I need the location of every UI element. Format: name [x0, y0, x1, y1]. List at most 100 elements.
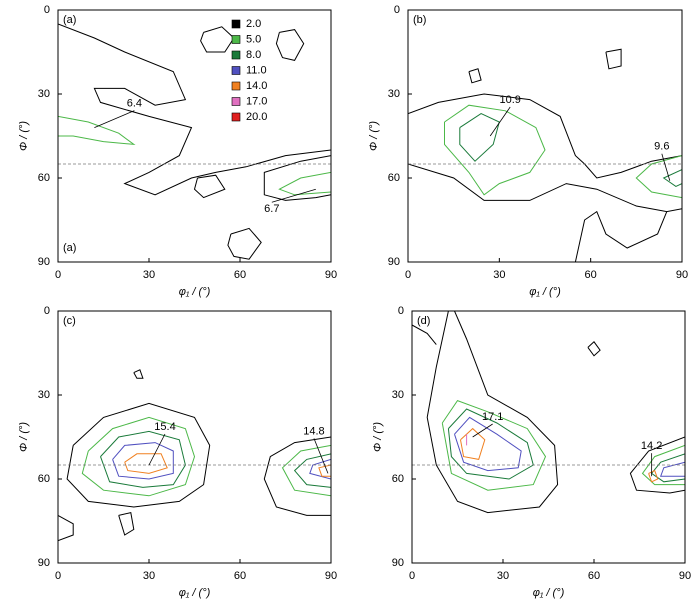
- contour-line: [58, 514, 74, 542]
- contour-line: [293, 453, 331, 488]
- legend-swatch: [231, 97, 241, 106]
- plot-frame: [407, 9, 683, 263]
- y-axis-label: Φ / (°): [18, 422, 30, 452]
- peak-leader: [489, 106, 511, 137]
- legend-swatch: [231, 112, 241, 122]
- contour-line: [66, 402, 211, 508]
- y-axis-label: Φ / (°): [18, 121, 30, 151]
- x-tick-label: 0: [55, 269, 61, 281]
- contour-line: [275, 29, 305, 61]
- legend-swatch: [231, 35, 241, 44]
- contour-line: [263, 436, 331, 516]
- contour-line: [81, 416, 196, 497]
- plot-area: [412, 311, 685, 514]
- y-tick-label: 60: [392, 473, 404, 485]
- legend-swatch: [231, 50, 241, 60]
- y-tick-label: 30: [38, 389, 50, 401]
- peak-label: 15.4: [154, 421, 175, 433]
- contour-line: [408, 163, 682, 213]
- contour-line: [650, 453, 685, 483]
- legend-label: 2.0: [246, 18, 261, 30]
- x-tick-label: 30: [143, 269, 155, 281]
- panel: 0 30 60 90 0 30 60 90 φ₁ / (°) Φ / (°) (a) (a) 6.4 6.…: [18, 4, 337, 298]
- y-axis-label: Φ / (°): [368, 121, 380, 151]
- peak-label: 6.4: [127, 98, 142, 110]
- contour-line: [412, 324, 437, 345]
- contour-line: [460, 427, 486, 460]
- contour-line: [444, 104, 546, 196]
- y-tick-label: 0: [398, 305, 404, 317]
- y-tick-label: 0: [394, 4, 400, 16]
- peak-label: 10.9: [499, 94, 520, 106]
- y-tick-label: 30: [392, 389, 404, 401]
- x-tick-label: 60: [588, 570, 600, 582]
- contour-line: [200, 26, 235, 53]
- plot-area: [58, 369, 331, 542]
- legend-label: 11.0: [246, 64, 267, 76]
- contour-line: [281, 444, 331, 497]
- x-axis-label: φ₁ / (°): [533, 587, 565, 599]
- y-tick-label: 60: [388, 172, 400, 184]
- y-axis-label: Φ / (°): [372, 422, 384, 452]
- plot-frame: [57, 9, 332, 263]
- x-tick-label: 30: [497, 570, 509, 582]
- x-tick-label: 30: [143, 570, 155, 582]
- contour-line: [426, 311, 559, 514]
- legend-swatch: [231, 81, 241, 91]
- contour-line: [605, 48, 622, 70]
- contour-line: [441, 399, 547, 491]
- panel-label: (d): [417, 315, 430, 327]
- plot-area: [58, 23, 331, 260]
- x-tick-label: 0: [405, 269, 411, 281]
- panel-label: (a): [63, 14, 76, 26]
- legend-swatch: [231, 19, 241, 29]
- contour-line: [278, 171, 331, 196]
- contour-line: [659, 461, 685, 477]
- plot-area: [408, 48, 682, 262]
- peak-leader: [472, 423, 493, 438]
- contour-line: [124, 453, 168, 474]
- peak-label: 14.8: [303, 425, 324, 437]
- x-tick-label: 30: [493, 269, 505, 281]
- contour-line: [587, 341, 601, 357]
- peak-label: 9.6: [654, 141, 669, 153]
- panel-annotation: (a): [63, 242, 76, 254]
- panel-label: (c): [63, 315, 76, 327]
- x-tick-label: 0: [55, 570, 61, 582]
- legend-label: 5.0: [246, 33, 261, 45]
- contour-line: [408, 93, 682, 179]
- y-tick-label: 60: [38, 473, 50, 485]
- y-tick-label: 0: [44, 305, 50, 317]
- contour-line: [635, 155, 682, 199]
- y-tick-label: 90: [38, 256, 50, 268]
- legend-label: 17.0: [246, 95, 267, 107]
- x-tick-label: 0: [409, 570, 415, 582]
- peak-label: 6.7: [264, 203, 279, 215]
- contour-line: [641, 444, 685, 486]
- x-tick-label: 60: [585, 269, 597, 281]
- peak-label: 14.2: [641, 440, 662, 452]
- x-axis-label: φ₁ / (°): [179, 286, 211, 298]
- peak-leader: [148, 433, 166, 466]
- contour-line: [662, 169, 682, 187]
- peak-label: 17.1: [482, 411, 503, 423]
- x-axis-label: φ₁ / (°): [179, 587, 211, 599]
- y-tick-label: 30: [388, 88, 400, 100]
- peak-leader: [271, 188, 316, 203]
- contour-line: [58, 23, 331, 196]
- legend-label: 14.0: [246, 80, 267, 92]
- x-tick-label: 60: [234, 570, 246, 582]
- contour-line: [629, 436, 685, 494]
- panel: 0 30 60 90 0 30 60 90 φ₁ / (°) Φ / (°) (c) 15.4 14.8: [18, 305, 337, 599]
- panel: 0 30 60 90 0 30 60 90 φ₁ / (°) Φ / (°) (d) 17.1 14.2: [372, 305, 691, 599]
- contour-line: [263, 155, 331, 201]
- x-tick-label: 90: [325, 570, 337, 582]
- contour-line: [227, 227, 262, 260]
- contour-line: [454, 416, 522, 472]
- panel: 0 30 60 90 0 30 60 90 φ₁ / (°) Φ / (°) (b) 10.9 9.6: [368, 4, 688, 298]
- contour-line: [468, 68, 482, 84]
- contour-line: [193, 174, 226, 199]
- y-tick-label: 90: [392, 557, 404, 569]
- legend-swatch: [231, 66, 241, 75]
